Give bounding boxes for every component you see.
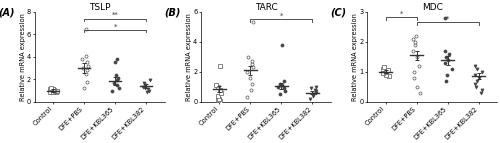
Y-axis label: Relative mRNA expression: Relative mRNA expression [20, 13, 26, 101]
Title: TARC: TARC [254, 3, 278, 12]
Text: (B): (B) [164, 7, 181, 17]
Title: TSLP: TSLP [89, 3, 110, 12]
Text: (C): (C) [330, 7, 347, 17]
Title: MDC: MDC [422, 3, 442, 12]
Text: *: * [400, 11, 403, 17]
Y-axis label: Relative mRNA expression: Relative mRNA expression [186, 13, 192, 101]
Text: **: ** [112, 12, 118, 18]
Text: *: * [114, 23, 117, 29]
Text: *: * [446, 16, 450, 22]
Text: (A): (A) [0, 7, 15, 17]
Text: *: * [280, 13, 283, 19]
Y-axis label: Relative mRNA expression: Relative mRNA expression [352, 13, 358, 101]
